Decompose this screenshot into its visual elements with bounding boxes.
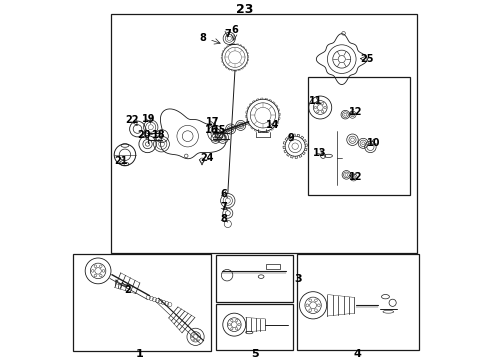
Text: 9: 9	[288, 132, 294, 143]
Text: 7: 7	[224, 29, 231, 39]
Text: 22: 22	[126, 115, 139, 125]
Text: 8: 8	[200, 33, 207, 43]
Bar	[216, 255, 294, 302]
Text: 7: 7	[220, 202, 227, 212]
Text: 6: 6	[220, 189, 227, 199]
Text: 17: 17	[206, 117, 220, 127]
Text: 10: 10	[367, 138, 381, 148]
Text: 14: 14	[266, 120, 279, 130]
Text: 8: 8	[220, 213, 227, 224]
Text: 12: 12	[348, 172, 362, 182]
Text: 16: 16	[204, 125, 218, 135]
Text: 20: 20	[137, 130, 151, 140]
Bar	[73, 255, 211, 351]
Text: 6: 6	[232, 25, 238, 35]
Text: 15: 15	[213, 125, 226, 135]
Text: 11: 11	[309, 96, 322, 106]
Text: 25: 25	[360, 54, 373, 64]
Bar	[308, 77, 410, 195]
Text: 18: 18	[152, 130, 166, 140]
Text: 2: 2	[124, 284, 131, 294]
Text: 21: 21	[115, 156, 128, 166]
Text: 12: 12	[348, 107, 362, 117]
Bar	[111, 14, 417, 253]
Bar	[297, 254, 419, 350]
Text: 19: 19	[142, 114, 155, 124]
Text: 4: 4	[354, 349, 362, 359]
Text: 13: 13	[313, 148, 326, 158]
Text: 1: 1	[136, 349, 144, 359]
Bar	[216, 304, 294, 350]
Text: 5: 5	[251, 349, 259, 359]
Text: 24: 24	[200, 153, 214, 163]
Text: 3: 3	[294, 274, 302, 284]
Text: 23: 23	[236, 3, 254, 16]
